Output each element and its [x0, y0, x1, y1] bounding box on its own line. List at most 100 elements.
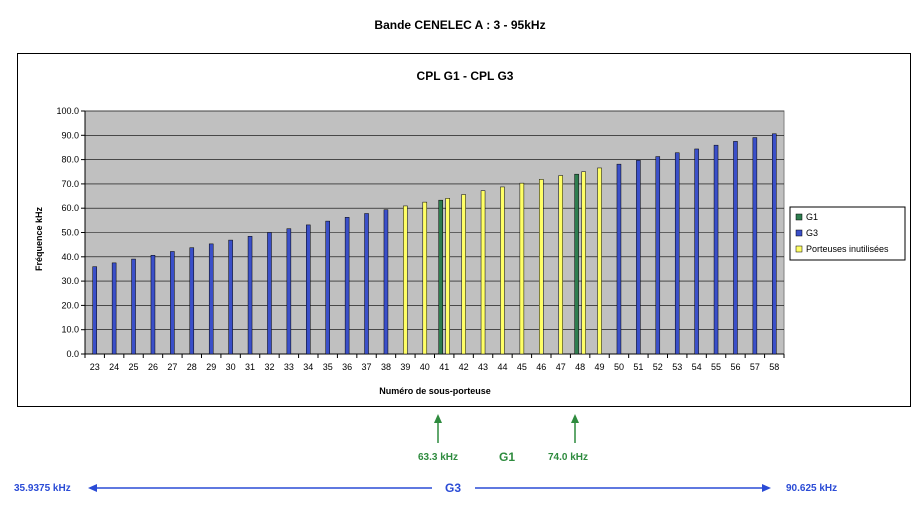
bar-unused: [500, 186, 505, 355]
page-title: Bande CENELEC A : 3 - 95kHz: [374, 18, 546, 32]
bar-g3: [636, 160, 641, 355]
g1-high-arrowhead: [571, 414, 579, 423]
y-tick-label: 10.0: [61, 325, 79, 335]
bar-g3: [228, 239, 233, 355]
bar-unused: [403, 205, 408, 355]
g3-high-label: 90.625 kHz: [786, 483, 838, 494]
legend-label-unused: Porteuses inutilisées: [806, 244, 889, 254]
bar-unused: [581, 171, 586, 355]
x-tick-label: 30: [226, 362, 236, 372]
bar-unused: [539, 179, 544, 355]
x-tick-label: 37: [362, 362, 372, 372]
bar-g3: [247, 236, 253, 355]
legend-swatch-unused: [795, 245, 803, 253]
x-tick-label: 56: [730, 362, 740, 372]
legend-box: [789, 206, 906, 261]
legend-label-g1: G1: [806, 212, 818, 222]
g3-right-arrowhead: [762, 484, 771, 492]
x-tick-label: 27: [167, 362, 177, 372]
bar-g3: [325, 220, 330, 355]
x-tick-label: 23: [90, 362, 100, 372]
legend-swatch-g3: [795, 229, 803, 237]
plot-area: 0.0 10.0 20.0 30.0 40.0 50.0 60.0 70.0 80.0 90.0 1…: [56, 106, 785, 372]
x-tick-label: 48: [575, 362, 585, 372]
chart-title: CPL G1 - CPL G3: [417, 69, 514, 83]
g1-high-label: 74.0 kHz: [548, 452, 589, 463]
legend-swatch-g1: [795, 213, 803, 221]
x-tick-label: 41: [439, 362, 449, 372]
bar-g3: [616, 163, 622, 355]
x-tick-label: 52: [653, 362, 663, 372]
x-tick-label: 49: [595, 362, 605, 372]
x-tick-label: 55: [711, 362, 721, 372]
y-axis-label: Fréquence kHz: [34, 206, 44, 271]
g3-low-label: 35.9375 kHz: [14, 483, 71, 494]
x-tick-label: 34: [303, 362, 313, 372]
bar-g3: [286, 228, 292, 355]
bar-unused: [445, 198, 450, 355]
bar-unused: [422, 201, 428, 355]
y-tick-label: 80.0: [61, 155, 79, 165]
bar-g3: [150, 255, 156, 355]
bar-g3: [713, 144, 719, 355]
bar-g3: [306, 224, 311, 355]
g1-low-arrowhead: [434, 414, 442, 423]
x-tick-label: 53: [672, 362, 682, 372]
x-tick-label: 31: [245, 362, 255, 372]
x-tick-label: 35: [323, 362, 333, 372]
y-tick-label: 40.0: [61, 252, 79, 262]
bar-g3: [170, 251, 175, 355]
bar-g3: [364, 213, 369, 355]
x-tick-label: 42: [459, 362, 469, 372]
x-tick-label: 45: [517, 362, 527, 372]
y-tick-label: 30.0: [61, 276, 79, 286]
g3-label: G3: [445, 481, 462, 495]
chart-svg: CPL G1 - CPL G3 0.0 10.0 20.0 30.0 40.0 50.0 6…: [34, 69, 906, 396]
bar-unused: [558, 175, 563, 355]
x-tick-label: 51: [633, 362, 643, 372]
x-tick-label: 38: [381, 362, 391, 372]
x-tick-label: 44: [497, 362, 507, 372]
x-tick-label: 25: [129, 362, 139, 372]
bar-g3: [131, 258, 136, 355]
y-tick-label: 0.0: [66, 349, 79, 359]
y-tick-label: 100.0: [56, 106, 79, 116]
bar-g3: [674, 152, 680, 355]
bar-g1: [574, 173, 579, 355]
y-tick-label: 20.0: [61, 300, 79, 310]
bar-g3: [92, 266, 97, 355]
x-tick-label: 40: [420, 362, 430, 372]
g1-label: G1: [499, 450, 516, 464]
x-tick-label: 29: [206, 362, 216, 372]
legend-label-g3: G3: [806, 228, 818, 238]
x-tick-label: 46: [536, 362, 546, 372]
g1-low-label: 63.3 kHz: [418, 452, 459, 463]
bar-g3: [383, 209, 389, 355]
legend: G1 G3 Porteuses inutilisées: [789, 206, 906, 261]
x-tick-label: 57: [750, 362, 760, 372]
bar-g3: [655, 156, 661, 355]
bar-unused: [519, 182, 525, 355]
y-tick-label: 70.0: [61, 179, 79, 189]
x-tick-label: 54: [692, 362, 702, 372]
x-tick-label: 58: [769, 362, 779, 372]
y-tick-label: 60.0: [61, 203, 79, 213]
bar-g3: [111, 262, 117, 355]
x-axis-label: Numéro de sous-porteuse: [379, 386, 491, 396]
bar-g3: [208, 243, 214, 355]
x-tick-label: 32: [264, 362, 274, 372]
bar-g3: [772, 133, 777, 355]
bar-g1: [438, 199, 443, 355]
bar-g3: [189, 247, 195, 355]
y-tick-label: 50.0: [61, 228, 79, 238]
bar-g3: [694, 148, 699, 355]
x-tick-label: 43: [478, 362, 488, 372]
bar-g3: [267, 232, 272, 355]
bar-unused: [597, 167, 602, 355]
x-tick-label: 33: [284, 362, 294, 372]
bar-g3: [752, 137, 758, 355]
chart-frame: CPL G1 - CPL G3 0.0 10.0 20.0 30.0 40.0 50.0 6…: [17, 53, 911, 407]
bar-unused: [461, 194, 466, 355]
x-tick-label: 39: [400, 362, 410, 372]
y-tick-label: 90.0: [61, 130, 79, 140]
